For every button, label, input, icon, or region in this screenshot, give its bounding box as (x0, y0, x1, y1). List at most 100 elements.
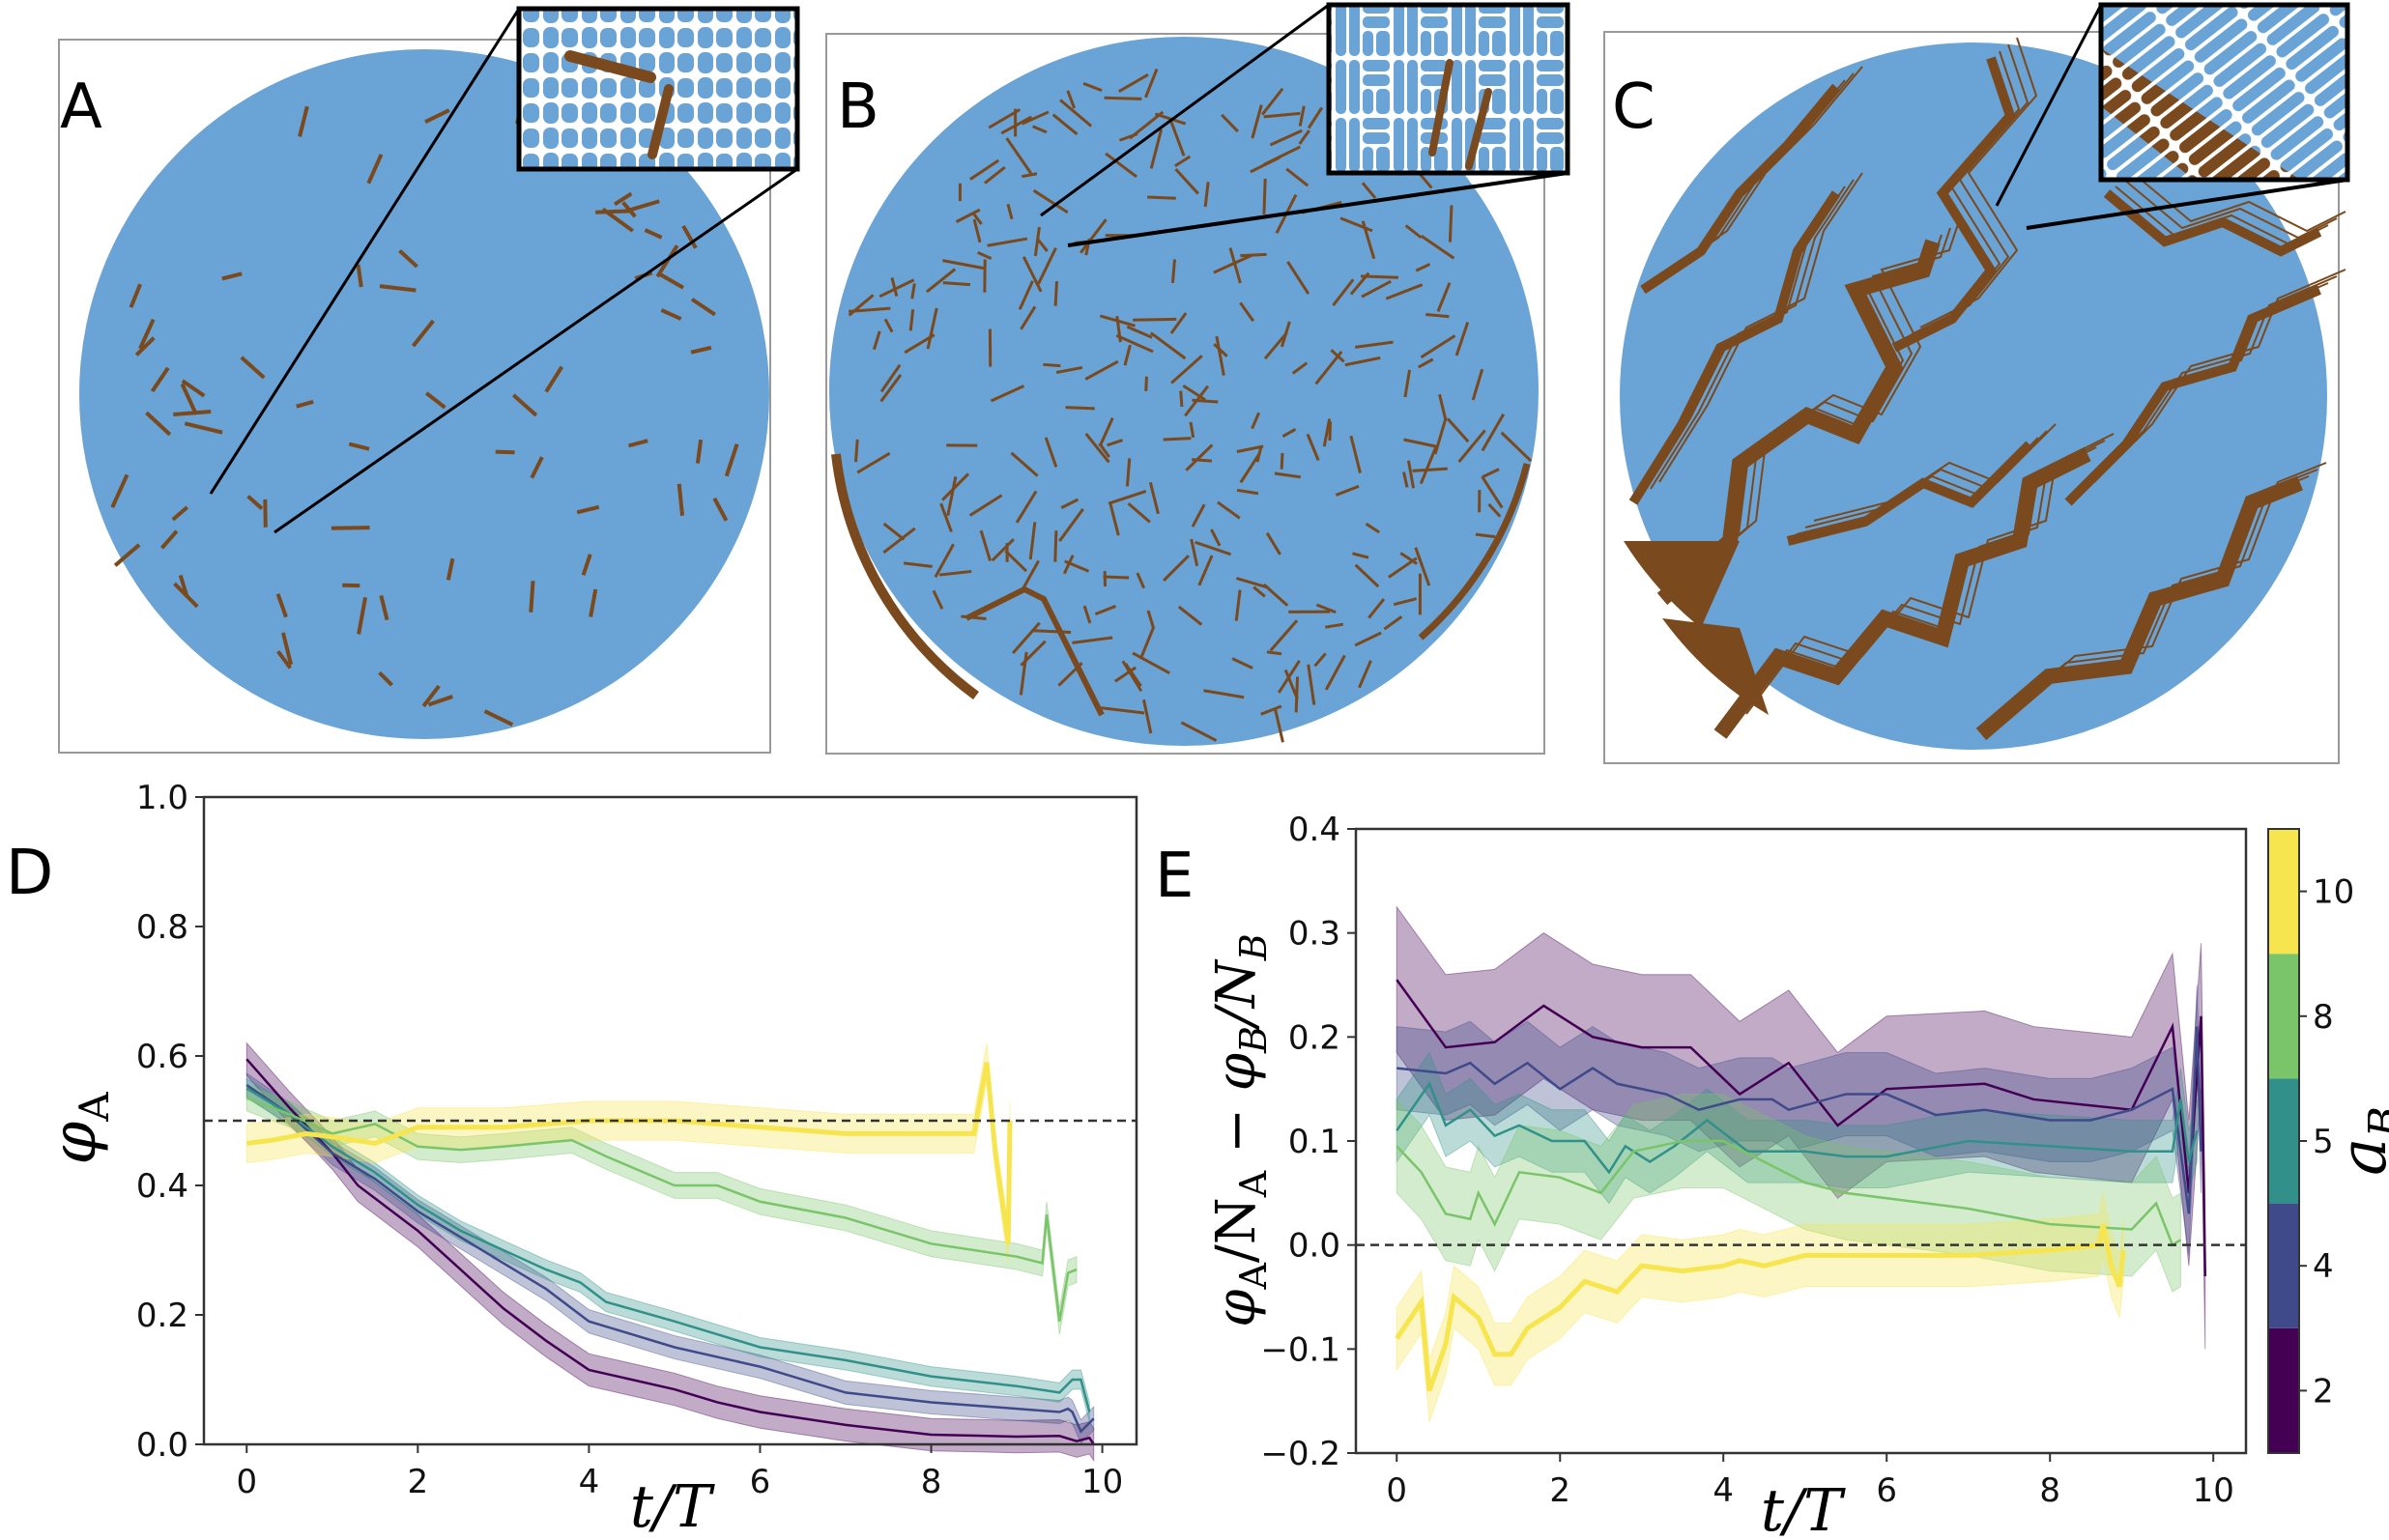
rod (276, 650, 292, 670)
rod (1060, 498, 1079, 509)
rod (938, 569, 972, 577)
rod (1084, 359, 1119, 381)
rod (1100, 314, 1136, 328)
rod (849, 306, 891, 313)
zoom-line (209, 8, 521, 495)
rod-band (1687, 220, 1960, 580)
rod-band (2064, 285, 2321, 506)
x-tick-label: 10 (1081, 1463, 1123, 1501)
panel-b: B (825, 2, 1570, 755)
rod-band (1902, 50, 2021, 342)
inset-c (2098, 2, 2350, 183)
rod (1148, 481, 1160, 515)
x-axis-label-e: t/T (1761, 1477, 1846, 1540)
rod (1393, 597, 1418, 607)
rod-band (2085, 275, 2338, 490)
rod (968, 494, 1003, 517)
rod (942, 259, 985, 271)
rod (1367, 598, 1386, 619)
rod (1255, 446, 1263, 463)
rod (1344, 356, 1381, 367)
rod (1419, 445, 1438, 485)
rod (991, 538, 1015, 562)
rod (1194, 540, 1232, 556)
y-tick-label: 0.1 (1288, 1123, 1340, 1161)
rod (1415, 263, 1431, 272)
rod (882, 527, 916, 555)
rod (1307, 106, 1324, 129)
band-aB-8 (245, 1084, 1078, 1335)
rod (1142, 699, 1153, 734)
rod (1471, 368, 1484, 401)
y-tick-label: 0.2 (136, 1297, 188, 1335)
rod (1127, 501, 1151, 524)
rod-band (1813, 423, 2057, 522)
rod-band (1911, 43, 2029, 335)
rod (1032, 188, 1069, 214)
rod-band (2123, 179, 2338, 240)
rod (1115, 333, 1154, 354)
rod (424, 391, 446, 410)
rod (280, 632, 294, 666)
rod (1182, 384, 1206, 402)
rod (1098, 417, 1114, 447)
rod (972, 218, 982, 243)
rod (1066, 90, 1077, 109)
rod (1240, 252, 1267, 258)
rod (1101, 706, 1145, 715)
rod (1291, 361, 1309, 375)
plot-area (1395, 905, 2207, 1422)
y-tick-label: 0.3 (1288, 915, 1340, 954)
rod (1234, 589, 1242, 621)
y-tick-label: 0.0 (136, 1426, 188, 1465)
colorbar-segment-8 (2268, 954, 2299, 1079)
inset-b (1326, 2, 1570, 176)
rod (1010, 451, 1039, 477)
rod (1132, 651, 1170, 675)
panel-c-frame (1603, 31, 2340, 764)
rod (614, 191, 633, 207)
rod (1059, 99, 1093, 128)
rod (1285, 167, 1310, 187)
colorbar: aB 2 4 5 8 10 (2267, 828, 2389, 1454)
inset-rod (648, 84, 674, 159)
rod (1454, 322, 1470, 356)
rod (134, 336, 156, 356)
rod (544, 365, 564, 393)
x-tick-label: 8 (921, 1463, 942, 1501)
rod (145, 411, 172, 437)
rod (979, 529, 993, 561)
rod (1313, 652, 1327, 668)
rod-band (1658, 172, 1863, 483)
y-tick-label: 1.0 (136, 779, 188, 817)
rod (1146, 610, 1156, 630)
rod (446, 557, 455, 581)
rod (398, 249, 418, 269)
rod (1053, 530, 1058, 562)
chart-d: D φA t/T 0 2 4 6 8 10 0.0 0.2 0.4 0.6 0.8 1.0 (6, 779, 1138, 1540)
rod (1174, 167, 1199, 195)
x-tick-label: 4 (1713, 1471, 1734, 1510)
rod (1136, 572, 1146, 589)
rod (977, 250, 993, 260)
rod (1084, 432, 1110, 464)
x-tick-label: 2 (408, 1463, 429, 1501)
rod (942, 281, 971, 287)
rod (411, 319, 435, 348)
rod (1403, 438, 1437, 448)
rod (298, 105, 309, 137)
rod (1281, 427, 1297, 438)
rod (296, 399, 314, 409)
rod (1213, 253, 1253, 274)
rod (990, 385, 1025, 403)
series-line-aB-4 (245, 1084, 1095, 1434)
rod (1231, 657, 1253, 670)
rod (1349, 271, 1370, 296)
rod (1404, 224, 1423, 240)
rod (1032, 125, 1048, 134)
rod-band (2006, 462, 2327, 715)
rod (1402, 471, 1409, 488)
rod (178, 574, 189, 598)
rod (660, 308, 682, 321)
rod (1361, 182, 1377, 199)
